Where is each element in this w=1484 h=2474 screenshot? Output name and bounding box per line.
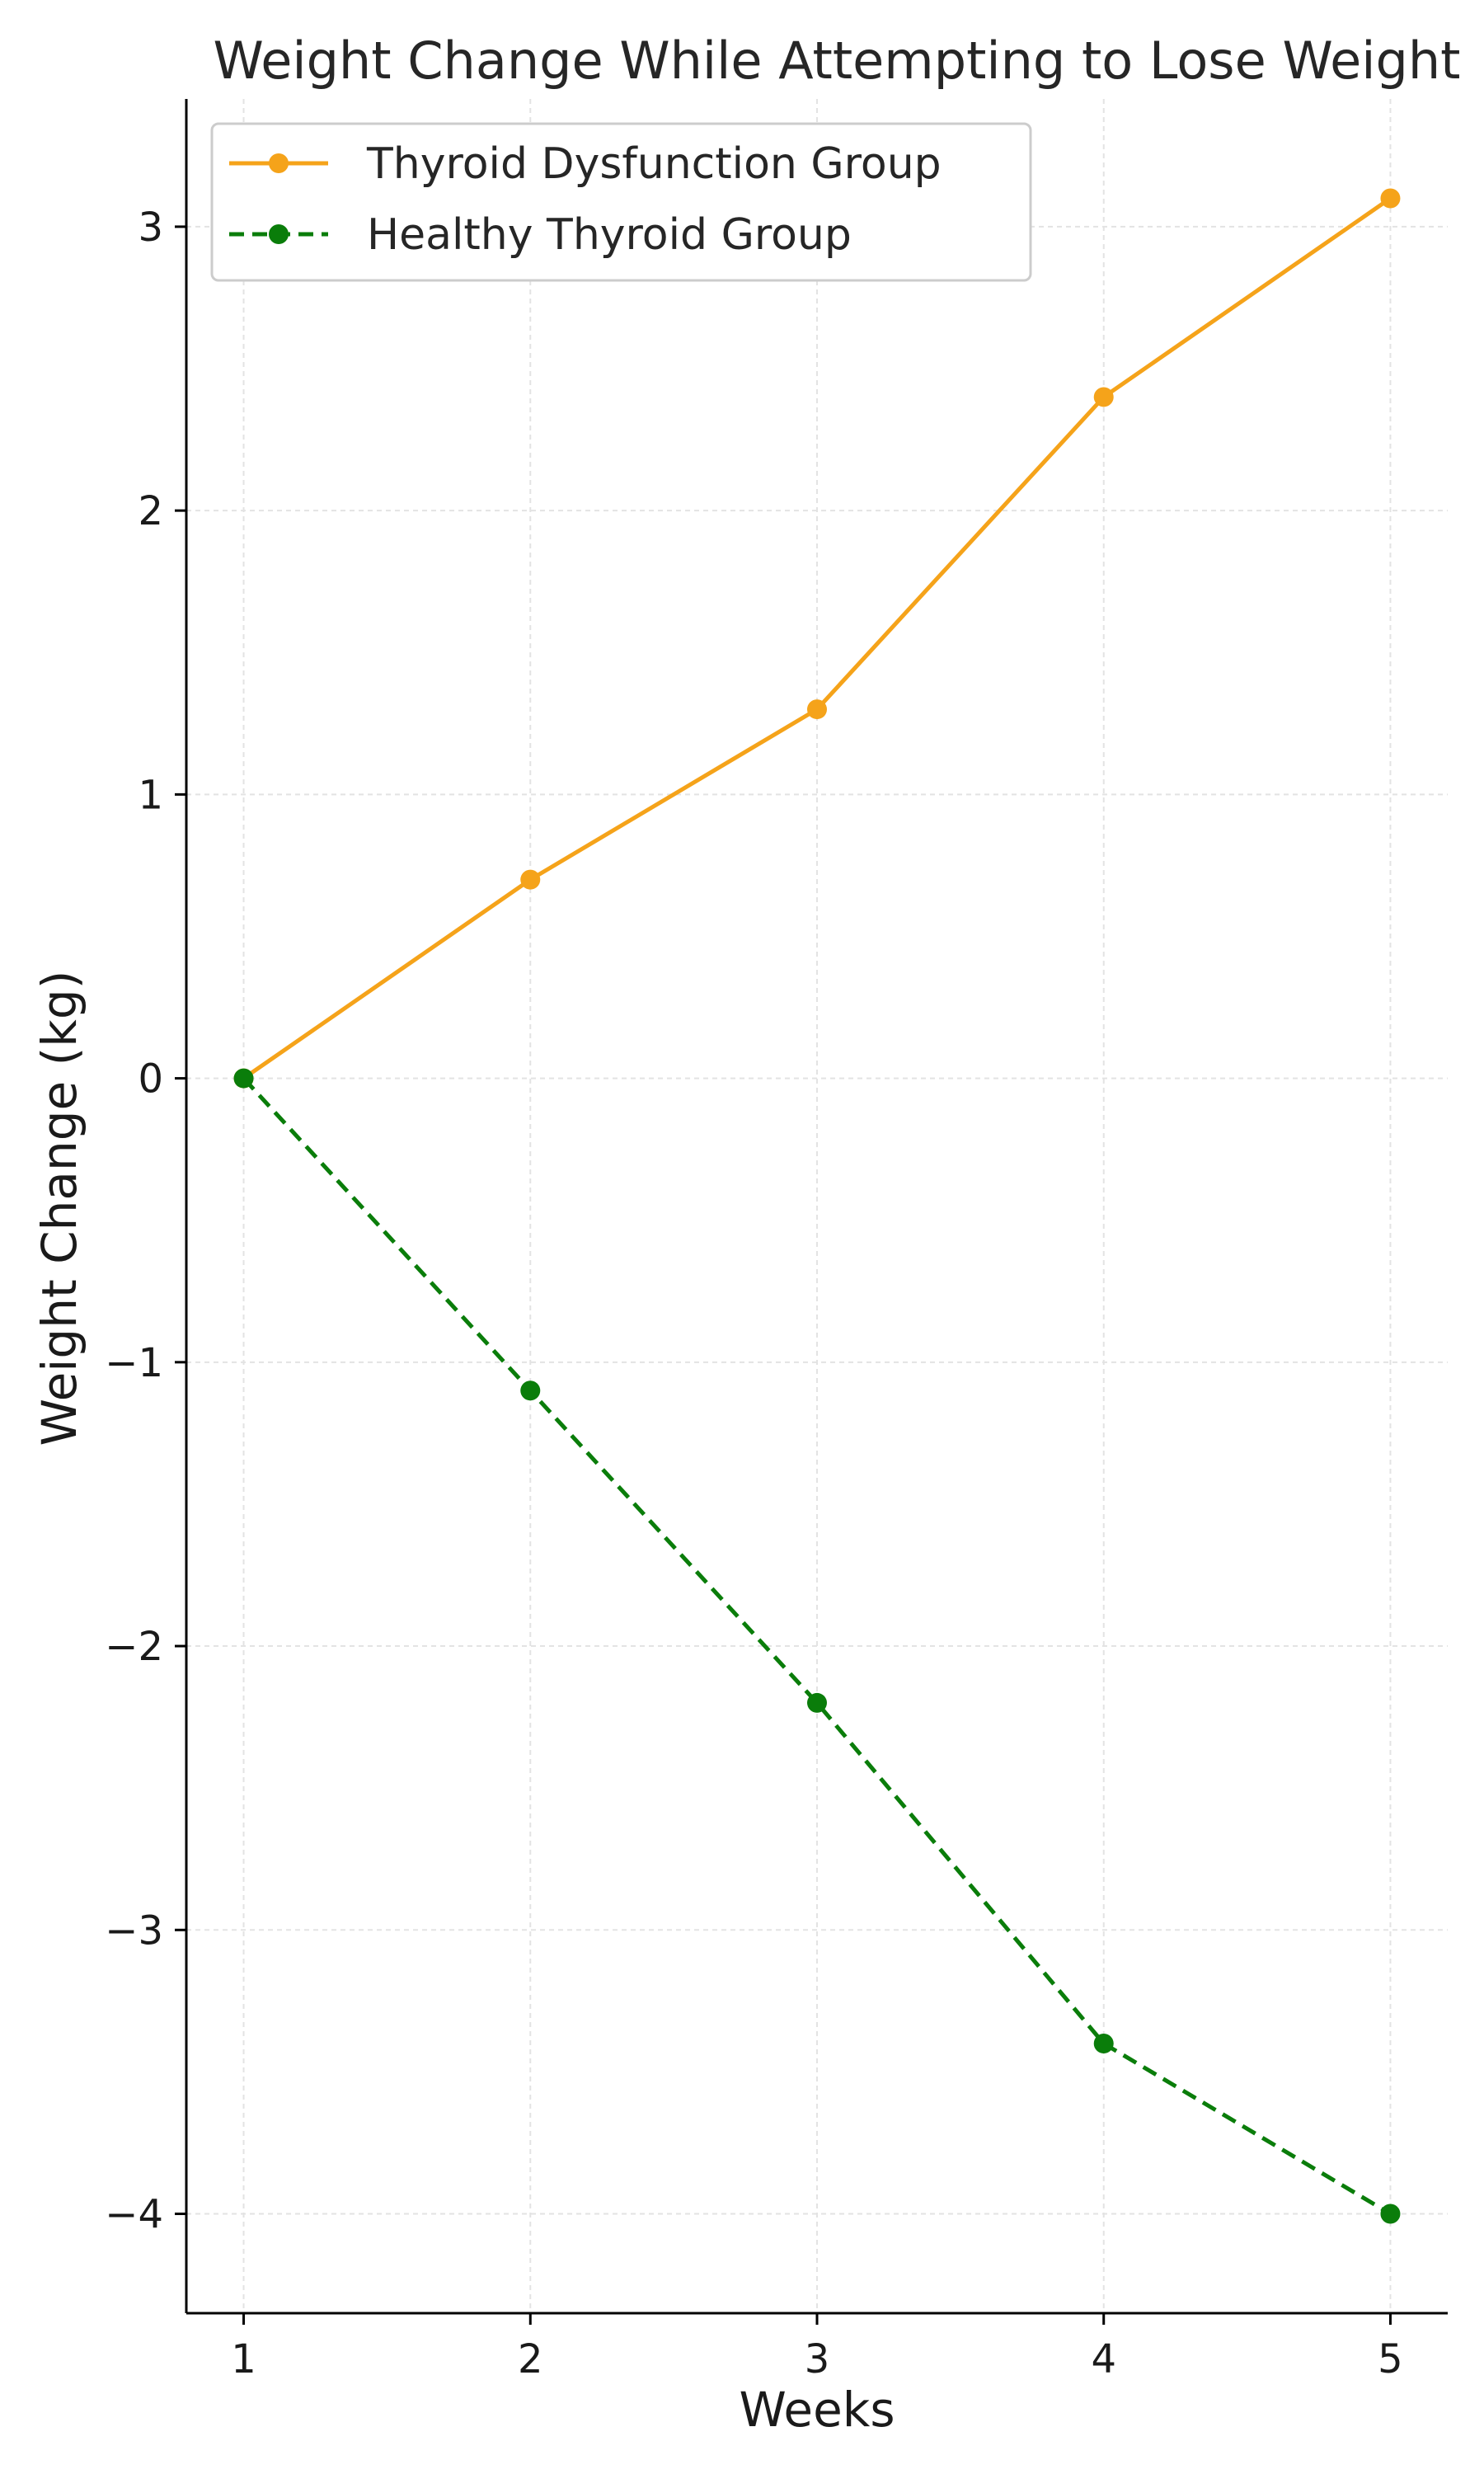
legend-box: [210, 122, 1032, 282]
x-tick-label: 2: [518, 2336, 543, 2382]
ticks: 1 2 3 4 5 3 2 1 0 −1 −2 −3 −4: [105, 205, 1402, 2382]
x-tick-label: 5: [1378, 2336, 1403, 2382]
x-axis-label: Weeks: [739, 2382, 895, 2438]
series-0-point: [1093, 387, 1114, 407]
series-1-point: [1380, 2204, 1401, 2224]
y-tick-label: −4: [105, 2192, 163, 2238]
y-tick-label: 0: [138, 1056, 163, 1103]
series-1-point: [233, 1068, 254, 1089]
y-tick-label: −3: [105, 1907, 163, 1954]
x-tick-label: 1: [231, 2336, 256, 2382]
legend-marker-thyroid-dysfunction: [269, 153, 289, 173]
legend-marker-healthy-thyroid: [269, 224, 289, 244]
y-tick-label: 2: [138, 488, 163, 534]
series-1-point: [807, 1692, 827, 1713]
chart-title: Weight Change While Attempting to Lose W…: [214, 31, 1461, 91]
series-line-1: [242, 1076, 1392, 2216]
y-tick-label: −2: [105, 1624, 163, 1670]
series-0-point: [807, 699, 827, 720]
y-axis-label: Weight Change (kg): [31, 971, 87, 1446]
series-layer: [233, 188, 1401, 2224]
legend: Thyroid Dysfunction Group Healthy Thyroi…: [210, 122, 1032, 282]
series-1-point: [520, 1380, 541, 1401]
y-tick-label: 1: [138, 772, 163, 818]
y-tick-label: −1: [105, 1340, 163, 1386]
x-tick-label: 3: [805, 2336, 830, 2382]
y-tick-label: 3: [138, 205, 163, 251]
series-1-point: [1093, 2033, 1114, 2053]
legend-label-thyroid-dysfunction: Thyroid Dysfunction Group: [366, 139, 942, 189]
series-0-point: [1380, 188, 1401, 209]
series-0-point: [520, 869, 541, 890]
grid: [186, 99, 1448, 2313]
legend-label-healthy-thyroid: Healthy Thyroid Group: [367, 210, 852, 260]
x-tick-label: 4: [1091, 2336, 1116, 2382]
